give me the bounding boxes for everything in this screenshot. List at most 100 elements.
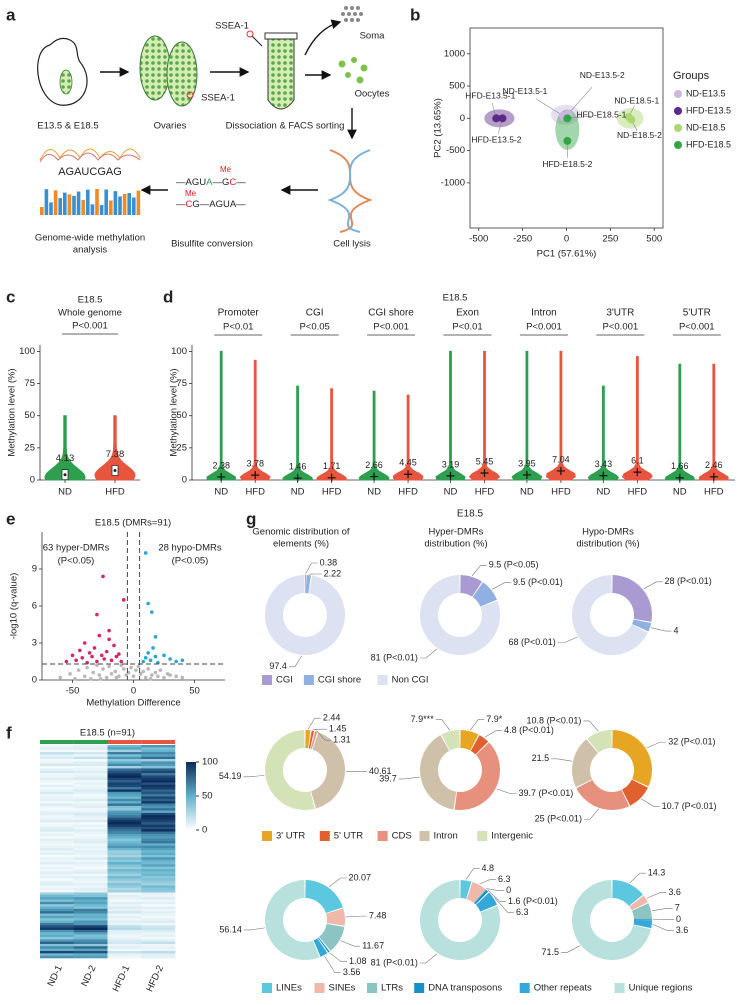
legend-swatch xyxy=(304,675,314,685)
y-tick-label: 9 xyxy=(32,564,37,575)
ovary-icon xyxy=(140,36,170,100)
y-tick-label: 500 xyxy=(449,81,465,92)
heat-cell xyxy=(40,860,74,863)
legend-swatch xyxy=(378,675,388,685)
heat-cell xyxy=(108,785,142,788)
heat-cell xyxy=(108,925,142,928)
label-leader xyxy=(486,889,504,891)
bar-icon xyxy=(91,204,95,215)
point xyxy=(137,665,141,669)
heat-cell xyxy=(141,853,175,856)
point xyxy=(563,137,571,145)
point-label: ND-E13.5-2 xyxy=(580,70,625,80)
panel-a: a E13.5 & E18.5 Ovaries SSEA-1 SSEA-1 Di… xyxy=(6,5,390,255)
legend-label: LINEs xyxy=(276,983,302,994)
heat-cell xyxy=(141,759,175,762)
heat-cell xyxy=(40,829,74,832)
heat-cell xyxy=(108,935,142,938)
y-tick-label: 1000 xyxy=(444,48,465,59)
heat-cell xyxy=(141,925,175,928)
heat-cell xyxy=(40,846,74,849)
heat-cell xyxy=(40,881,74,884)
heat-cell xyxy=(108,757,142,760)
heat-cell xyxy=(74,775,108,778)
heat-cell xyxy=(141,918,175,921)
label-leader xyxy=(485,731,502,738)
value-label: 25 (P<0.01) xyxy=(535,814,582,824)
x-tick-label: HFD xyxy=(475,487,495,498)
y-axis-label: -log10 (q-value) xyxy=(9,573,20,640)
point xyxy=(112,644,116,648)
y-tick-label: -1000 xyxy=(441,177,465,188)
heat-cell xyxy=(74,787,108,790)
heat-cell xyxy=(40,832,74,835)
value-label: 56.14 xyxy=(219,924,242,934)
heat-cell xyxy=(108,921,142,924)
value-label: 4.45 xyxy=(399,458,417,468)
point-label: ND-E18.5-2 xyxy=(617,130,662,140)
category-label: CGI shore xyxy=(368,308,414,319)
heat-cell xyxy=(141,832,175,835)
step-label: Ovaries xyxy=(154,121,187,132)
heat-cell xyxy=(141,888,175,891)
value-label: 1.71 xyxy=(323,461,341,471)
mean-dot xyxy=(64,473,67,476)
x-tick-label: 250 xyxy=(602,234,618,245)
heat-cell xyxy=(74,953,108,956)
strand-part: — xyxy=(236,177,246,188)
x-tick-label: ND xyxy=(214,487,228,498)
heat-cell xyxy=(108,796,142,799)
panel-letter: b xyxy=(410,5,420,24)
step-label: Cell lysis xyxy=(333,239,371,250)
y-tick-label: 100 xyxy=(19,346,35,357)
heat-cell xyxy=(40,780,74,783)
group-bar xyxy=(40,740,74,744)
point xyxy=(154,671,158,675)
heat-cell xyxy=(40,834,74,837)
column-title: Hypo-DMRs xyxy=(582,527,634,538)
donut-slice xyxy=(612,575,652,622)
strand-part: —AGU xyxy=(176,177,206,188)
point xyxy=(151,646,155,650)
heat-cell xyxy=(74,771,108,774)
category-label: CGI xyxy=(306,308,324,319)
heat-cell xyxy=(40,764,74,767)
heat-cell xyxy=(40,836,74,839)
heat-cell xyxy=(141,846,175,849)
heat-cell xyxy=(74,890,108,893)
heat-cell xyxy=(40,928,74,931)
point xyxy=(91,671,95,675)
column-title: Hyper-DMRs xyxy=(429,527,484,538)
heat-cell xyxy=(108,766,142,769)
heat-cell xyxy=(40,935,74,938)
label-leader xyxy=(420,649,437,658)
value-label: 3.56 xyxy=(343,967,361,977)
legend-swatch xyxy=(477,831,487,841)
point xyxy=(144,656,148,660)
label-leader xyxy=(584,809,599,819)
bar-icon xyxy=(40,189,140,215)
heat-cell xyxy=(141,771,175,774)
point xyxy=(141,660,145,664)
panel-letter: e xyxy=(6,509,15,528)
value-label: 39.7 xyxy=(379,773,397,783)
heat-cell xyxy=(141,820,175,823)
point xyxy=(74,658,78,662)
value-label: 54.19 xyxy=(219,771,242,781)
heat-cell xyxy=(141,907,175,910)
point xyxy=(88,651,92,655)
y-tick-label: -500 xyxy=(446,145,465,156)
legend-label: HFD-E13.5 xyxy=(686,105,731,115)
label-leader xyxy=(470,720,484,731)
legend-title: Groups xyxy=(673,70,710,82)
heat-cell xyxy=(40,953,74,956)
heat-cell xyxy=(108,956,142,959)
y-tick-label: 0 xyxy=(460,113,465,124)
heat-cell xyxy=(141,951,175,954)
annotation: 63 hyper-DMRs xyxy=(43,543,110,554)
heat-cell xyxy=(108,820,142,823)
x-tick-label: ND xyxy=(444,487,458,498)
point xyxy=(154,635,158,639)
legend-label: 3' UTR xyxy=(276,831,305,842)
heat-cell xyxy=(40,811,74,814)
